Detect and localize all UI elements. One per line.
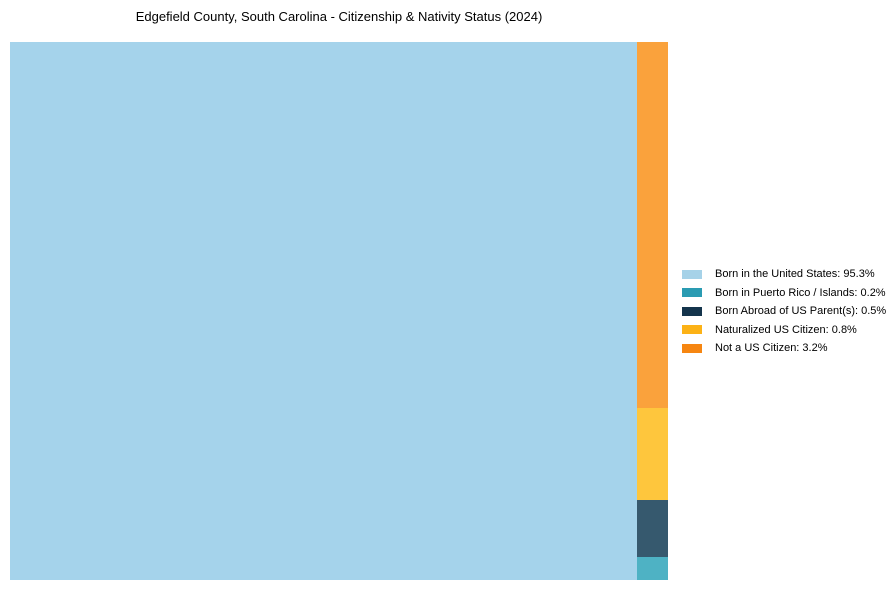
legend-label-not-a-us-citizen: Not a US Citizen: 3.2% (715, 342, 828, 355)
treemap-canvas (10, 42, 668, 580)
treemap-tile-born-abroad-of-us-parent-s (637, 499, 668, 558)
legend-swatch-born-abroad-of-us-parent-s (682, 306, 702, 316)
treemap-tile-born-in-puerto-rico-islands (637, 557, 668, 580)
legend-item-born-in-puerto-rico-islands: Born in Puerto Rico / Islands: 0.2% (682, 284, 886, 303)
legend-swatch-not-a-us-citizen (682, 343, 702, 353)
treemap-tile-naturalized-us-citizen (637, 408, 668, 500)
treemap-tile-born-in-the-united-states (10, 42, 638, 580)
legend: Born in the United States: 95.3% Born in … (682, 265, 886, 358)
legend-item-born-in-the-united-states: Born in the United States: 95.3% (682, 265, 886, 284)
legend-swatch-born-in-puerto-rico-islands (682, 288, 702, 298)
chart-title: Edgefield County, South Carolina - Citiz… (135, 9, 543, 24)
legend-label-born-abroad-of-us-parent-s: Born Abroad of US Parent(s): 0.5% (715, 305, 887, 318)
legend-label-born-in-the-united-states: Born in the United States: 95.3% (715, 268, 875, 281)
treemap-tile-not-a-us-citizen (637, 42, 668, 409)
legend-item-born-abroad-of-us-parent-s: Born Abroad of US Parent(s): 0.5% (682, 302, 886, 321)
legend-label-naturalized-us-citizen: Naturalized US Citizen: 0.8% (715, 323, 857, 336)
legend-swatch-naturalized-us-citizen (682, 325, 702, 335)
legend-label-born-in-puerto-rico-islands: Born in Puerto Rico / Islands: 0.2% (715, 286, 886, 299)
legend-swatch-born-in-the-united-states (682, 269, 702, 279)
legend-item-not-a-us-citizen: Not a US Citizen: 3.2% (682, 339, 886, 358)
legend-item-naturalized-us-citizen: Naturalized US Citizen: 0.8% (682, 321, 886, 340)
